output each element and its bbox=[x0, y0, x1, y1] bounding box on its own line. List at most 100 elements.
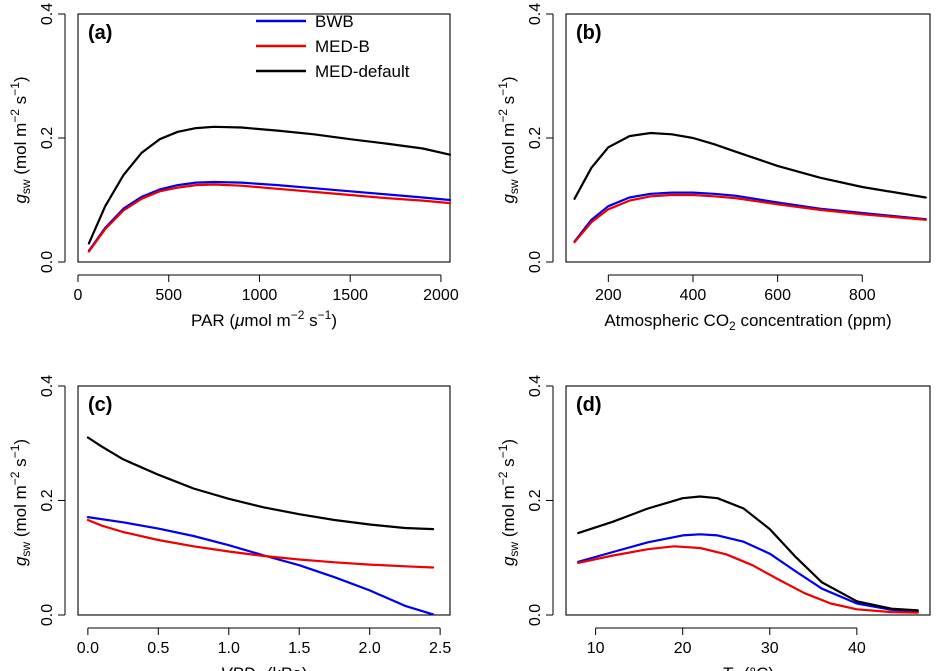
y-tick-label: 0.4 bbox=[39, 3, 56, 25]
y-label-exponent: −2 bbox=[8, 471, 22, 485]
series-line-med-b bbox=[573, 193, 927, 244]
y-label-units: ) bbox=[499, 439, 518, 445]
x-label-mu: μ bbox=[234, 311, 245, 330]
x-tick-label: 500 bbox=[155, 287, 182, 304]
x-label-part: PAR ( bbox=[191, 311, 235, 330]
x-label-part: mol m bbox=[244, 311, 290, 330]
legend-label: MED-default bbox=[315, 62, 410, 81]
x-tick-label: 0.0 bbox=[77, 640, 99, 657]
y-tick-label: 0.4 bbox=[527, 3, 544, 25]
series-line-bwb bbox=[573, 191, 927, 243]
y-label-units: (mol m bbox=[499, 123, 518, 180]
series-line-bwb bbox=[577, 533, 919, 613]
plot-frame bbox=[77, 385, 451, 616]
x-label-part: Atmospheric CO bbox=[604, 311, 729, 330]
panel-label: (d) bbox=[576, 394, 602, 416]
y-label-units: s bbox=[11, 458, 30, 471]
x-tick-label: 400 bbox=[680, 287, 707, 304]
x-axis-label: Ta (°C) bbox=[722, 664, 774, 671]
y-tick-label: 0.2 bbox=[39, 127, 56, 149]
x-label-symbol: VPD bbox=[221, 664, 256, 671]
x-label-part: s bbox=[304, 311, 317, 330]
x-tick-label: 1000 bbox=[242, 287, 278, 304]
y-axis-label: gsw (mol m−2 s−1) bbox=[8, 439, 33, 566]
y-label-symbol: g bbox=[11, 556, 30, 566]
x-label-exponent: −1 bbox=[318, 308, 332, 322]
x-tick-label: 0 bbox=[74, 287, 83, 304]
y-label-symbol: g bbox=[499, 194, 518, 204]
series-line-med-default bbox=[573, 131, 927, 200]
panel-d: 0.0 0.2 0.4 10 20 30 40 gsw (mol m−2 s−1) Ta (°C… bbox=[496, 375, 931, 671]
x-tick-label: 30 bbox=[761, 640, 779, 657]
x-label-symbol: T bbox=[722, 664, 734, 671]
y-label-exponent: −1 bbox=[496, 82, 510, 96]
y-label-units: (mol m bbox=[11, 485, 30, 542]
x-label-subscript: 2 bbox=[729, 319, 736, 333]
y-tick-label: 0.4 bbox=[527, 375, 544, 397]
series-line-med-b bbox=[577, 545, 919, 614]
y-label-units: ) bbox=[499, 76, 518, 82]
x-label-part: ) bbox=[331, 311, 337, 330]
y-label-exponent: −2 bbox=[496, 471, 510, 485]
x-tick-label: 2.5 bbox=[429, 640, 451, 657]
y-label-units: s bbox=[499, 96, 518, 109]
series-line-bwb bbox=[87, 180, 452, 252]
series-line-med-default bbox=[86, 436, 435, 531]
panel-label: (a) bbox=[88, 22, 112, 44]
legend: BWB MED-B MED-default bbox=[256, 12, 410, 81]
x-tick-label: 20 bbox=[674, 640, 692, 657]
x-tick-label: 200 bbox=[595, 287, 622, 304]
y-axis-label: gsw (mol m−2 s−1) bbox=[496, 439, 521, 566]
y-label-subscript: sw bbox=[19, 179, 33, 194]
x-tick-label: 800 bbox=[849, 287, 876, 304]
y-label-symbol: g bbox=[499, 556, 518, 566]
y-tick-label: 0.2 bbox=[527, 489, 544, 511]
panel-label: (c) bbox=[88, 394, 112, 416]
y-label-units: (mol m bbox=[11, 123, 30, 180]
y-label-exponent: −2 bbox=[496, 109, 510, 123]
x-label-part: concentration (ppm) bbox=[736, 311, 892, 330]
x-axis-label: Atmospheric CO2 concentration (ppm) bbox=[604, 311, 891, 333]
y-label-units: (mol m bbox=[499, 485, 518, 542]
y-label-subscript: sw bbox=[507, 179, 521, 194]
y-label-exponent: −1 bbox=[8, 444, 22, 458]
y-tick-label: 0.0 bbox=[527, 251, 544, 273]
x-label-part: (kPa) bbox=[262, 664, 307, 671]
x-label-part: (°C) bbox=[739, 664, 774, 671]
y-label-units: s bbox=[11, 96, 30, 109]
x-tick-label: 0.5 bbox=[147, 640, 169, 657]
x-tick-label: 2.0 bbox=[359, 640, 381, 657]
y-label-subscript: sw bbox=[507, 542, 521, 557]
x-tick-label: 10 bbox=[587, 640, 605, 657]
series-line-med-default bbox=[577, 495, 919, 612]
y-tick-label: 0.2 bbox=[39, 489, 56, 511]
x-label-exponent: −2 bbox=[291, 308, 305, 322]
y-label-exponent: −2 bbox=[8, 109, 22, 123]
y-label-units: s bbox=[499, 458, 518, 471]
x-tick-label: 40 bbox=[848, 640, 866, 657]
y-axis-label: gsw (mol m−2 s−1) bbox=[8, 76, 33, 203]
x-tick-label: 600 bbox=[764, 287, 791, 304]
y-label-exponent: −1 bbox=[8, 82, 22, 96]
series-line-med-b bbox=[86, 518, 435, 569]
legend-label: MED-B bbox=[315, 37, 370, 56]
y-tick-label: 0.2 bbox=[527, 127, 544, 149]
y-tick-label: 0.0 bbox=[527, 604, 544, 626]
panel-c: 0.0 0.2 0.4 0.0 0.5 1.0 1.5 2.0 2.5 gsw (mol m−2 … bbox=[8, 375, 451, 671]
panel-b: 0.0 0.2 0.4 200 400 600 800 gsw (mol m−2 s−1) At… bbox=[496, 3, 931, 333]
legend-label: BWB bbox=[315, 12, 354, 31]
y-tick-label: 0.4 bbox=[39, 375, 56, 397]
panel-label: (b) bbox=[576, 22, 602, 44]
x-tick-label: 1500 bbox=[332, 287, 368, 304]
x-axis-label: VPDa (kPa) bbox=[221, 664, 308, 671]
series-line-med-b bbox=[87, 183, 452, 253]
plot-frame bbox=[77, 13, 451, 263]
y-tick-label: 0.0 bbox=[39, 604, 56, 626]
x-tick-label: 2000 bbox=[423, 287, 459, 304]
y-label-symbol: g bbox=[11, 194, 30, 204]
plot-frame bbox=[565, 13, 931, 263]
y-label-units: ) bbox=[11, 76, 30, 82]
y-tick-label: 0.0 bbox=[39, 251, 56, 273]
series-line-med-default bbox=[87, 125, 452, 245]
